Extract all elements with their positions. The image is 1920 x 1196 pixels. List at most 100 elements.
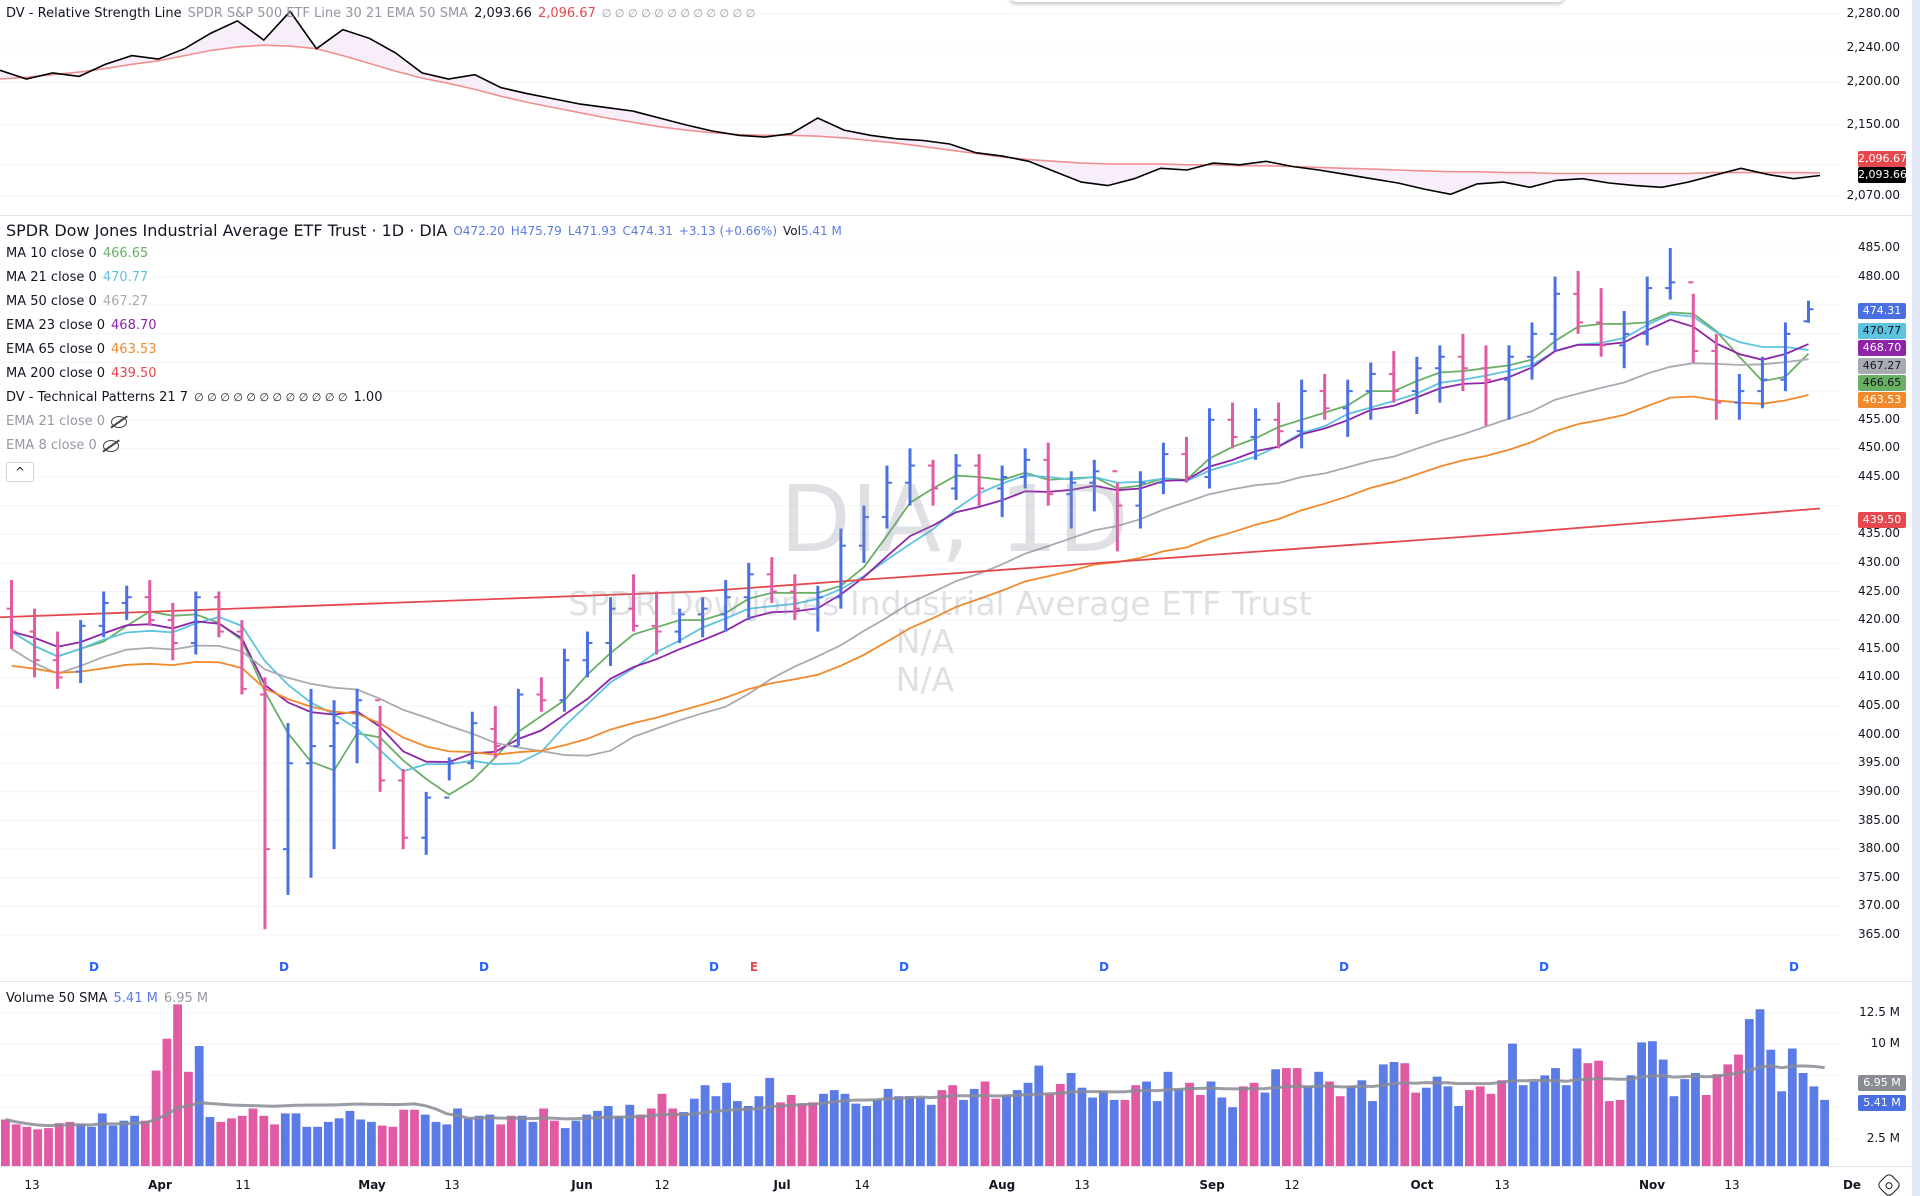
time-axis-label: 12 — [654, 1178, 670, 1192]
axis-tick-label: 365.00 — [1858, 927, 1900, 941]
indicator-label: MA 10 close 0 — [6, 246, 97, 261]
time-axis-label: Nov — [1638, 1178, 1666, 1192]
dividend-marker[interactable]: D — [1099, 960, 1109, 974]
time-axis-label: 12 — [1284, 1178, 1300, 1192]
indicator-row[interactable]: EMA 23 close 0 468.70 — [6, 314, 848, 338]
axis-tick-label: 375.00 — [1858, 869, 1900, 884]
rs-value-ma: 2,096.67 — [537, 6, 596, 21]
axis-tick-label: 415.00 — [1858, 640, 1900, 655]
symbol-title[interactable]: SPDR Dow Jones Industrial Average ETF Tr… — [6, 221, 448, 240]
ohlc-low: L471.93 — [567, 224, 617, 238]
top-popup-edge — [1010, 0, 1564, 2]
axis-tick-label: 425.00 — [1858, 583, 1900, 598]
indicator-row[interactable]: MA 21 close 0 470.77 — [6, 266, 848, 290]
indicator-row[interactable]: EMA 65 close 0 463.53 — [6, 338, 848, 362]
watermark-na-2: N/A — [895, 660, 955, 699]
axis-tick-label: 2,280.00 — [1846, 6, 1900, 20]
price-tag: 439.50 — [1858, 512, 1906, 528]
pane-separator-rs[interactable] — [0, 215, 1912, 216]
dividend-marker[interactable]: D — [279, 960, 289, 974]
price-tag: 474.31 — [1858, 303, 1906, 319]
indicator-value: 470.77 — [102, 270, 149, 285]
watermark-name: SPDR Dow Jones Industrial Average ETF Tr… — [568, 584, 1312, 623]
time-axis-label: 13 — [1724, 1178, 1740, 1192]
indicator-value: 463.53 — [111, 342, 157, 357]
indicator-row[interactable]: MA 10 close 0 466.65 — [6, 242, 848, 266]
price-tag: 2,096.67 — [1858, 151, 1907, 167]
tech-patterns-label[interactable]: DV - Technical Patterns 21 7 — [6, 390, 189, 405]
price-tag: 6.95 M — [1858, 1075, 1906, 1091]
time-axis-label: Aug — [988, 1178, 1016, 1192]
axis-tick-label: 385.00 — [1858, 812, 1900, 827]
volume-value: 5.41 M — [113, 991, 158, 1006]
indicator-label: MA 200 close 0 — [6, 366, 106, 381]
axis-tick-label: 450.00 — [1858, 440, 1900, 455]
rs-value-line: 2,093.66 — [474, 6, 532, 21]
right-scrollbar-track[interactable] — [1912, 0, 1920, 1196]
time-axis-label: 14 — [854, 1178, 870, 1192]
indicator-row[interactable]: MA 200 close 0 439.50 — [6, 362, 848, 386]
ohlc-vol: 5.41 M — [800, 224, 842, 238]
time-axis-label: Sep — [1199, 1178, 1225, 1192]
tech-patterns-value: 1.00 — [353, 390, 383, 405]
axis-tick-label: 420.00 — [1858, 612, 1900, 627]
eye-hidden-icon[interactable] — [102, 440, 119, 452]
time-axis-separator — [0, 1166, 1912, 1167]
earnings-marker[interactable]: E — [749, 960, 759, 974]
indicator-value: 467.27 — [102, 294, 149, 309]
axis-tick-label: 2.5 M — [1866, 1131, 1900, 1145]
dividend-marker[interactable]: D — [1789, 960, 1799, 974]
dividend-marker[interactable]: D — [89, 960, 99, 974]
volume-legend: Volume 50 SMA 5.41 M 6.95 M — [6, 990, 208, 1008]
indicator-value: 466.65 — [102, 246, 149, 261]
watermark-na-1: N/A — [895, 622, 955, 661]
time-axis-label: Apr — [148, 1178, 172, 1192]
time-axis-label: De — [1842, 1178, 1862, 1192]
axis-tick-label: 445.00 — [1858, 469, 1900, 483]
price-tag: 470.77 — [1858, 323, 1906, 339]
axis-tick-label: 485.00 — [1858, 240, 1900, 254]
rs-legend-title[interactable]: DV - Relative Strength Line — [6, 6, 182, 21]
indicator-value: 468.70 — [111, 318, 157, 333]
dividend-marker[interactable]: D — [709, 960, 719, 974]
rs-null-marks: ∅ ∅ ∅ ∅ ∅ ∅ ∅ ∅ ∅ ∅ ∅ ∅ — [601, 7, 756, 20]
axis-tick-label: 2,200.00 — [1846, 74, 1900, 88]
axis-tick-label: 400.00 — [1858, 726, 1900, 741]
price-tag: 468.70 — [1858, 340, 1906, 356]
rs-legend-params: SPDR S&P 500 ETF Line 30 21 EMA 50 SMA — [187, 6, 469, 21]
time-axis-label: 11 — [235, 1178, 251, 1192]
indicator-row[interactable]: MA 50 close 0 467.27 — [6, 290, 848, 314]
axis-tick-label: 390.00 — [1858, 783, 1900, 798]
time-axis-label: 13 — [1074, 1178, 1090, 1192]
axis-tick-label: 10 M — [1870, 1036, 1900, 1050]
pane-separator-volume[interactable] — [0, 981, 1912, 982]
watermark-symbol: DIA, 1D — [780, 466, 1129, 573]
time-axis-label: Jul — [773, 1178, 791, 1192]
rs-legend: DV - Relative Strength Line SPDR S&P 500… — [6, 4, 755, 24]
tech-patterns-null-marks: ∅ ∅ ∅ ∅ ∅ ∅ ∅ ∅ ∅ ∅ ∅ ∅ — [194, 391, 348, 404]
dividend-marker[interactable]: D — [1539, 960, 1549, 974]
axis-tick-label: 2,070.00 — [1846, 188, 1900, 202]
chevron-up-icon: ^ — [14, 465, 26, 479]
volume-sma-value: 6.95 M — [163, 991, 209, 1006]
ohlc-vol-label: Vol — [783, 224, 801, 238]
indicator-value: 439.50 — [111, 366, 157, 381]
hidden-indicator-ema8-label[interactable]: EMA 8 close 0 — [6, 438, 97, 453]
axis-tick-label: 455.00 — [1858, 411, 1900, 426]
dividend-marker[interactable]: D — [899, 960, 909, 974]
ohlc-open: O472.20 — [453, 224, 505, 238]
axis-tick-label: 370.00 — [1858, 898, 1900, 913]
time-axis-label: May — [358, 1178, 386, 1192]
dividend-marker[interactable]: D — [1339, 960, 1349, 974]
collapse-legend-button[interactable]: ^ — [6, 462, 34, 482]
hidden-indicator-ema21-label[interactable]: EMA 21 close 0 — [6, 414, 106, 429]
price-tag: 466.65 — [1858, 375, 1906, 391]
eye-hidden-icon[interactable] — [111, 416, 128, 428]
axis-tick-label: 2,240.00 — [1846, 40, 1900, 54]
price-tag: 5.41 M — [1858, 1095, 1906, 1111]
axis-tick-label: 430.00 — [1858, 554, 1900, 569]
price-tag: 467.27 — [1858, 358, 1906, 374]
volume-legend-title[interactable]: Volume 50 SMA — [6, 991, 108, 1006]
dividend-marker[interactable]: D — [479, 960, 489, 974]
